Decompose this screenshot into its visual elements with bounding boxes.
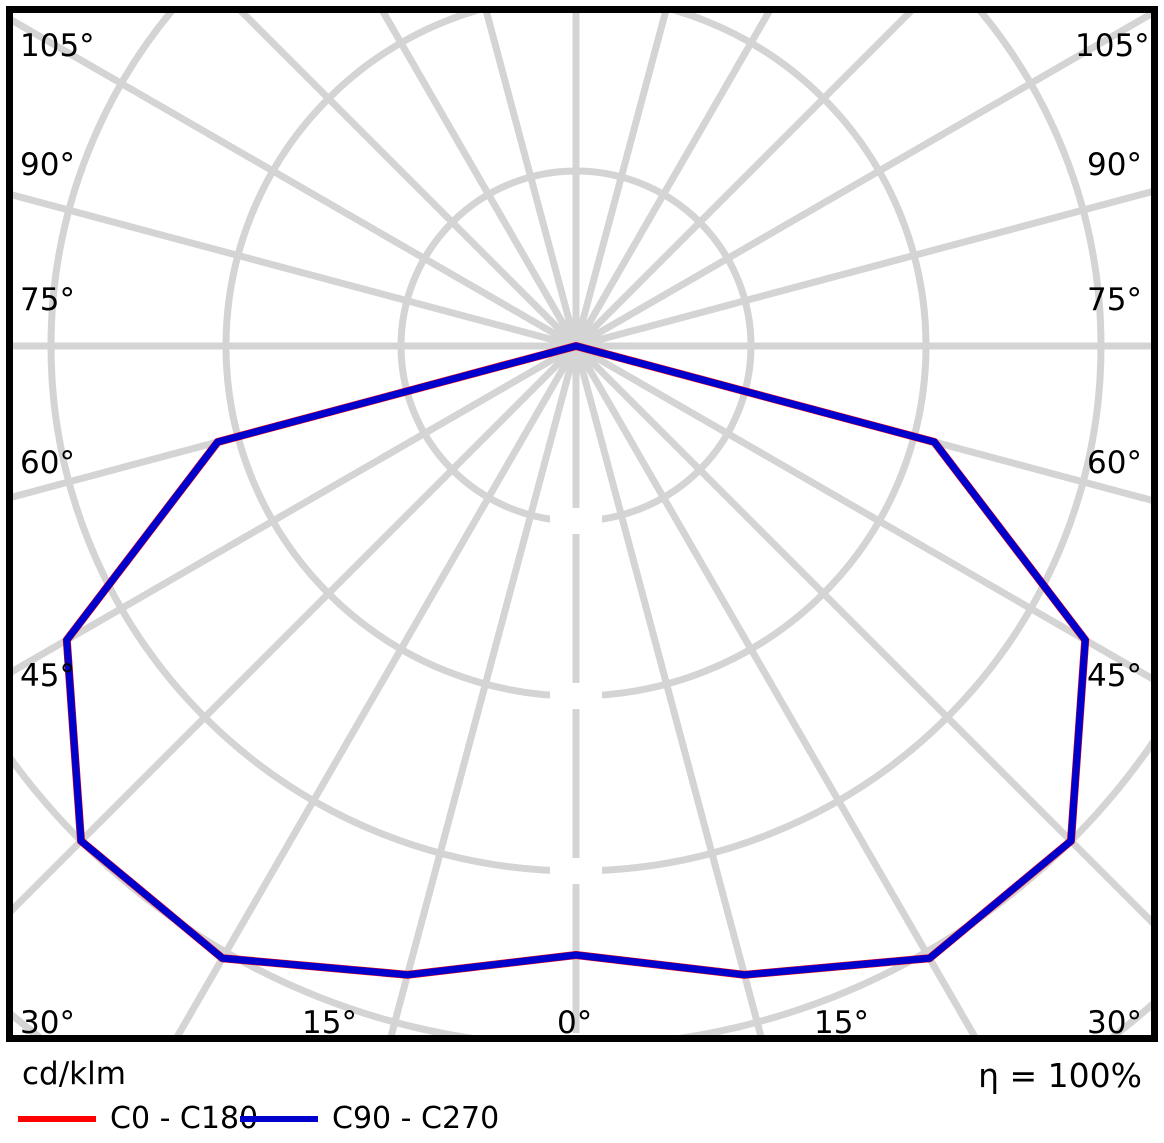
angle-label-bottom-0: 15°: [302, 1005, 357, 1041]
angle-label-left-45: 45°: [20, 658, 75, 694]
unit-label: cd/klm: [22, 1056, 126, 1092]
angle-label-left-90: 90°: [20, 147, 75, 183]
angle-label-left-75: 75°: [20, 282, 75, 318]
polar-plot-area: 105° 90° 75° 60° 45° 30° 105° 90° 75° 60° 45° 30° 15…: [6, 6, 1158, 1042]
angle-label-left-105: 105°: [20, 28, 95, 64]
legend-swatch-c0-c180: [18, 1116, 96, 1122]
angle-label-right-30: 30°: [1087, 1005, 1142, 1041]
angle-label-bottom-1: 0°: [557, 1005, 593, 1041]
angle-label-left-30: 30°: [20, 1005, 75, 1041]
efficiency-label: η = 100%: [978, 1056, 1142, 1095]
angle-label-right-75: 75°: [1087, 282, 1142, 318]
angle-label-left-60: 60°: [20, 445, 75, 481]
angle-label-right-45: 45°: [1087, 658, 1142, 694]
chart-legend: cd/klm η = 100% C0 - C180 C90 - C270: [0, 1048, 1164, 1143]
legend-swatch-c90-c270: [240, 1116, 318, 1122]
angle-label-right-90: 90°: [1087, 147, 1142, 183]
polar-grid-and-curves: [13, 13, 1151, 1035]
legend-label-c90-c270: C90 - C270: [332, 1101, 500, 1136]
curve-c90-c270: [63, 342, 1089, 979]
polar-grid: [13, 13, 1151, 1035]
angle-label-bottom-2: 15°: [814, 1005, 869, 1041]
angle-label-right-60: 60°: [1087, 445, 1142, 481]
angle-label-right-105: 105°: [1075, 28, 1150, 64]
distribution-curves: [62, 342, 1090, 979]
legend-label-c0-c180: C0 - C180: [110, 1101, 259, 1136]
